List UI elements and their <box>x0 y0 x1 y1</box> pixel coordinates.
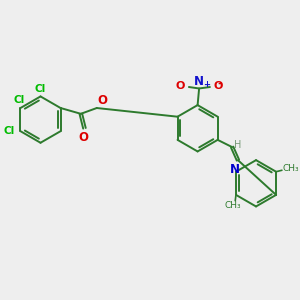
Text: Cl: Cl <box>34 83 45 94</box>
Text: N: N <box>194 75 204 88</box>
Text: Cl: Cl <box>14 95 25 105</box>
Text: CH₃: CH₃ <box>283 164 299 173</box>
Text: CH₃: CH₃ <box>225 201 242 210</box>
Text: O: O <box>176 81 185 91</box>
Text: O: O <box>214 81 223 91</box>
Text: +: + <box>203 80 210 89</box>
Text: O: O <box>98 94 107 106</box>
Text: N: N <box>230 163 240 176</box>
Text: H: H <box>234 140 242 150</box>
Text: Cl: Cl <box>3 126 15 136</box>
Text: O: O <box>79 131 89 144</box>
Text: -: - <box>218 79 222 89</box>
